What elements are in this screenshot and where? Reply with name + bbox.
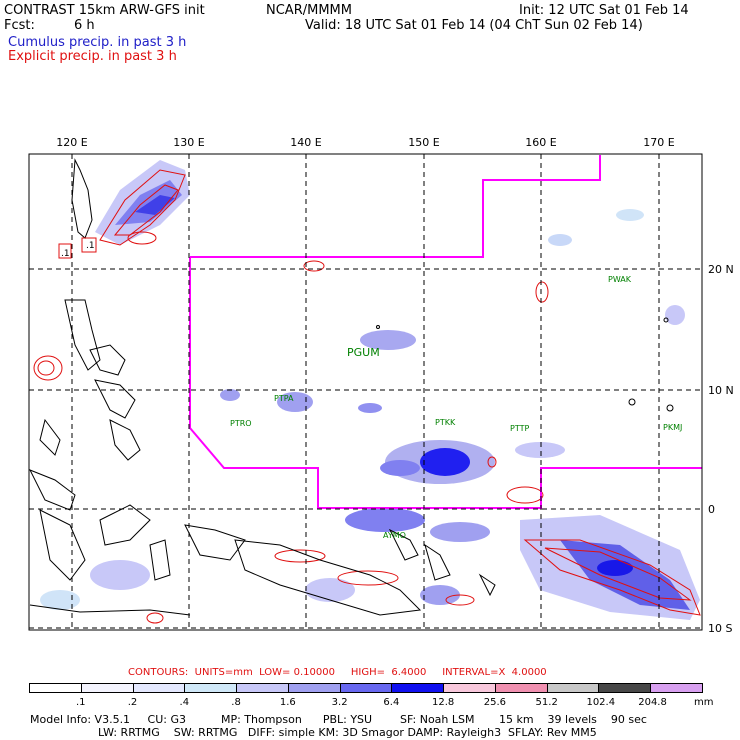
colorbar-label: 6.4 <box>383 697 400 708</box>
contours-info: CONTOURS: UNITS=mm LOW= 0.10000 HIGH= 6.… <box>128 667 547 678</box>
colorbar-label: .1 <box>75 697 86 708</box>
colorbar-swatch <box>443 683 496 693</box>
colorbar-swatch <box>391 683 445 693</box>
colorbar-label: 3.2 <box>331 697 348 708</box>
coastlines <box>28 158 674 616</box>
colorbar-label: 51.2 <box>535 697 558 708</box>
valid-time: Valid: 18 UTC Sat 01 Feb 14 (04 ChT Sun … <box>305 18 643 33</box>
fir-boundary <box>189 155 702 509</box>
station-pkmj: PKMJ <box>663 423 682 432</box>
explicit-precip-contours <box>33 169 701 624</box>
lon-label: 170 E <box>643 136 674 149</box>
box-label-2: .1 <box>86 241 95 251</box>
observation-boxes: .1 .1 <box>58 237 97 259</box>
colorbar-swatch <box>287 683 341 693</box>
lon-label: 150 E <box>408 136 439 149</box>
lat-label: 20 N <box>708 263 734 276</box>
map-frame <box>28 153 703 631</box>
colorbar-label: 102.4 <box>586 697 616 708</box>
colorbar-label: 1.6 <box>279 697 296 708</box>
colorbar-swatch <box>546 683 600 693</box>
init-time: Init: 12 UTC Sat 01 Feb 14 <box>519 3 689 18</box>
legend-cumulus: Cumulus precip. in past 3 h <box>8 35 187 50</box>
colorbar-swatch <box>236 683 289 693</box>
longitude-labels: 120 E 130 E 140 E 150 E 160 E 170 E <box>56 136 674 149</box>
lat-label: 0 <box>708 503 715 516</box>
fcst-value: 6 h <box>74 18 95 33</box>
model-title: CONTRAST 15km ARW-GFS init <box>4 3 205 18</box>
latitude-labels: 20 N 10 N 0 10 S <box>708 263 734 635</box>
station-aymo: AYMO <box>383 531 406 540</box>
box-label-1: .1 <box>61 249 70 259</box>
colorbar-swatch <box>598 683 652 693</box>
station-pwak: PWAK <box>608 275 632 284</box>
station-pgum: PGUM <box>347 346 380 359</box>
colorbar-label: .4 <box>179 697 190 708</box>
colorbar-swatch <box>650 683 703 693</box>
org-label: NCAR/MMMM <box>266 3 352 18</box>
lon-label: 130 E <box>173 136 204 149</box>
lon-label: 120 E <box>56 136 87 149</box>
graticule <box>29 154 702 630</box>
station-labels: PWAK PGUM PTPA PTRO PTKK PTTP PKMJ AYMO <box>230 275 682 540</box>
lat-label: 10 N <box>708 384 734 397</box>
station-pttp: PTTP <box>510 424 529 433</box>
colorbar-label: 12.8 <box>432 697 455 708</box>
colorbar-swatch <box>29 683 82 693</box>
colorbar-swatch <box>339 683 393 693</box>
lon-label: 160 E <box>525 136 556 149</box>
colorbar-swatch <box>494 683 548 693</box>
colorbar-label: 25.6 <box>483 697 507 708</box>
colorbar-unit: mm <box>694 697 714 708</box>
fcst-label: Fcst: <box>4 18 35 33</box>
model-info-line2: LW: RRTMG SW: RRTMG DIFF: simple KM: 3D … <box>98 726 597 739</box>
station-ptkk: PTKK <box>435 418 456 427</box>
legend-explicit: Explicit precip. in past 3 h <box>8 49 177 64</box>
lat-label: 10 S <box>708 622 732 635</box>
model-info-line1: Model Info: V3.5.1 CU: G3 MP: Thompson P… <box>30 713 647 726</box>
station-ptpa: PTPA <box>274 394 294 403</box>
colorbar-swatch <box>184 683 238 693</box>
lon-label: 140 E <box>290 136 321 149</box>
colorbar-swatch <box>80 683 134 693</box>
colorbar-swatch <box>132 683 186 693</box>
station-ptro: PTRO <box>230 419 252 428</box>
colorbar-label: 204.8 <box>638 697 667 708</box>
colorbar-label: .2 <box>127 697 138 708</box>
colorbar-label: .8 <box>231 697 241 708</box>
